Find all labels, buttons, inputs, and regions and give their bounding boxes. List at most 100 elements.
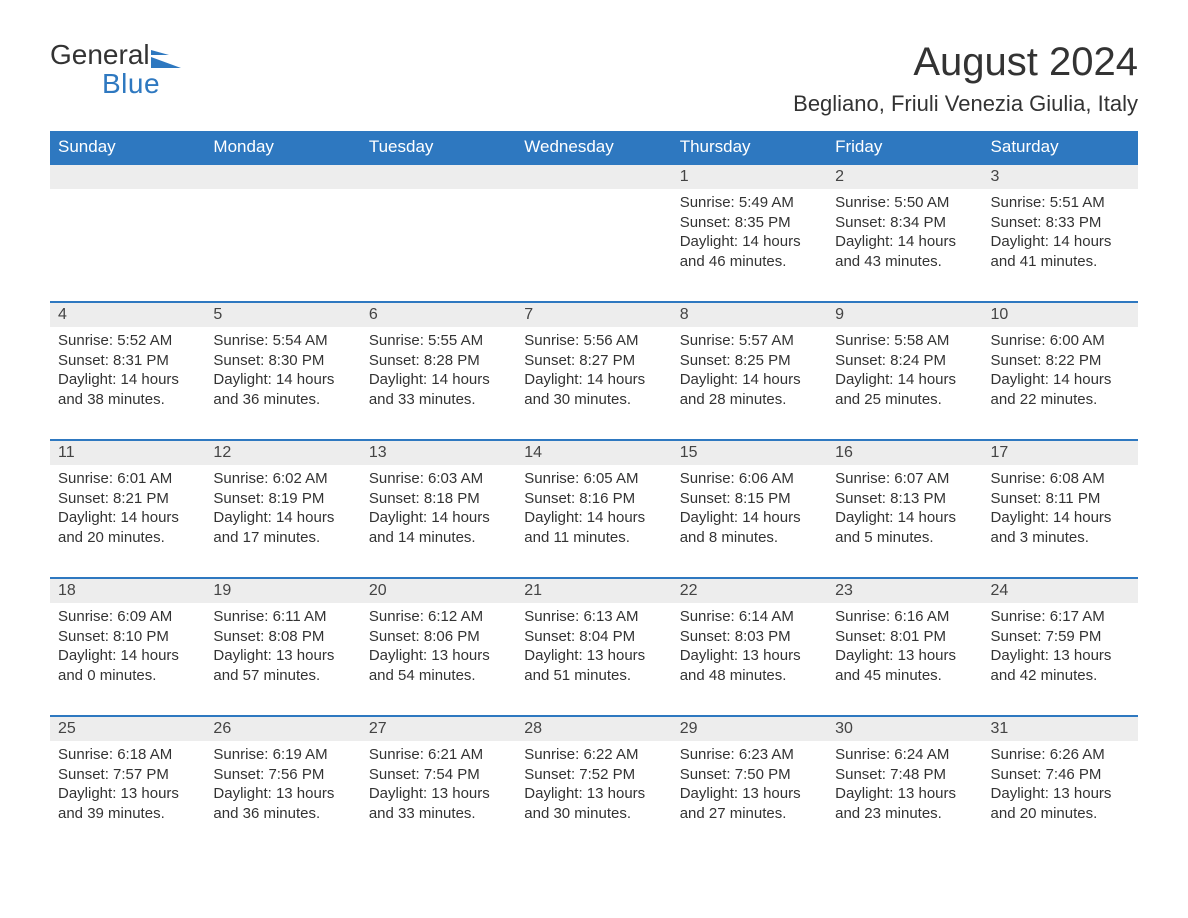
calendar-day-cell: 8Sunrise: 5:57 AMSunset: 8:25 PMDaylight…	[672, 301, 827, 429]
calendar-day-cell: 2Sunrise: 5:50 AMSunset: 8:34 PMDaylight…	[827, 163, 982, 291]
sunset-text: Sunset: 8:25 PM	[680, 351, 819, 371]
sunset-text: Sunset: 8:21 PM	[58, 489, 197, 509]
weekday-header: Saturday	[983, 131, 1138, 163]
calendar-week-row: 18Sunrise: 6:09 AMSunset: 8:10 PMDayligh…	[50, 577, 1138, 705]
day-number: 11	[50, 439, 205, 465]
weekday-header: Sunday	[50, 131, 205, 163]
sunrise-text: Sunrise: 5:50 AM	[835, 193, 974, 213]
sunset-text: Sunset: 7:50 PM	[680, 765, 819, 785]
weekday-header: Wednesday	[516, 131, 671, 163]
day-number: 18	[50, 577, 205, 603]
sunset-text: Sunset: 7:57 PM	[58, 765, 197, 785]
sunrise-text: Sunrise: 6:18 AM	[58, 745, 197, 765]
day-body: Sunrise: 6:09 AMSunset: 8:10 PMDaylight:…	[50, 603, 205, 693]
day-number: 3	[983, 163, 1138, 189]
daylight-text: Daylight: 14 hours and 22 minutes.	[991, 370, 1130, 409]
sunrise-text: Sunrise: 6:21 AM	[369, 745, 508, 765]
calendar-day-cell: 24Sunrise: 6:17 AMSunset: 7:59 PMDayligh…	[983, 577, 1138, 705]
logo-text-blue: Blue	[102, 68, 160, 99]
day-body: Sunrise: 6:23 AMSunset: 7:50 PMDaylight:…	[672, 741, 827, 831]
calendar-day-cell: 27Sunrise: 6:21 AMSunset: 7:54 PMDayligh…	[361, 715, 516, 843]
daylight-text: Daylight: 13 hours and 20 minutes.	[991, 784, 1130, 823]
day-number: 14	[516, 439, 671, 465]
calendar-day-cell: 4Sunrise: 5:52 AMSunset: 8:31 PMDaylight…	[50, 301, 205, 429]
daylight-text: Daylight: 14 hours and 25 minutes.	[835, 370, 974, 409]
day-number: 12	[205, 439, 360, 465]
sunset-text: Sunset: 8:10 PM	[58, 627, 197, 647]
sunset-text: Sunset: 7:46 PM	[991, 765, 1130, 785]
day-body: Sunrise: 5:54 AMSunset: 8:30 PMDaylight:…	[205, 327, 360, 417]
day-number: 30	[827, 715, 982, 741]
day-number: 1	[672, 163, 827, 189]
day-number: 28	[516, 715, 671, 741]
daylight-text: Daylight: 14 hours and 33 minutes.	[369, 370, 508, 409]
page-header: General Blue August 2024 Begliano, Friul…	[50, 40, 1138, 117]
day-body: Sunrise: 6:26 AMSunset: 7:46 PMDaylight:…	[983, 741, 1138, 831]
daylight-text: Daylight: 13 hours and 33 minutes.	[369, 784, 508, 823]
calendar-day-cell: 22Sunrise: 6:14 AMSunset: 8:03 PMDayligh…	[672, 577, 827, 705]
day-number	[205, 163, 360, 189]
calendar-week-row: 1Sunrise: 5:49 AMSunset: 8:35 PMDaylight…	[50, 163, 1138, 291]
week-gap	[50, 567, 1138, 577]
day-body: Sunrise: 6:14 AMSunset: 8:03 PMDaylight:…	[672, 603, 827, 693]
week-gap	[50, 291, 1138, 301]
day-number: 21	[516, 577, 671, 603]
daylight-text: Daylight: 14 hours and 41 minutes.	[991, 232, 1130, 271]
sunset-text: Sunset: 8:04 PM	[524, 627, 663, 647]
daylight-text: Daylight: 14 hours and 11 minutes.	[524, 508, 663, 547]
sunset-text: Sunset: 8:33 PM	[991, 213, 1130, 233]
day-number: 20	[361, 577, 516, 603]
day-body: Sunrise: 6:16 AMSunset: 8:01 PMDaylight:…	[827, 603, 982, 693]
sunrise-text: Sunrise: 6:26 AM	[991, 745, 1130, 765]
calendar-day-cell: 31Sunrise: 6:26 AMSunset: 7:46 PMDayligh…	[983, 715, 1138, 843]
daylight-text: Daylight: 13 hours and 39 minutes.	[58, 784, 197, 823]
sunrise-text: Sunrise: 5:49 AM	[680, 193, 819, 213]
sunrise-text: Sunrise: 5:57 AM	[680, 331, 819, 351]
sunrise-text: Sunrise: 6:12 AM	[369, 607, 508, 627]
calendar-day-cell: 10Sunrise: 6:00 AMSunset: 8:22 PMDayligh…	[983, 301, 1138, 429]
sunrise-text: Sunrise: 6:14 AM	[680, 607, 819, 627]
sunset-text: Sunset: 8:13 PM	[835, 489, 974, 509]
daylight-text: Daylight: 13 hours and 54 minutes.	[369, 646, 508, 685]
day-body: Sunrise: 6:08 AMSunset: 8:11 PMDaylight:…	[983, 465, 1138, 555]
day-body: Sunrise: 6:07 AMSunset: 8:13 PMDaylight:…	[827, 465, 982, 555]
calendar-header-row: SundayMondayTuesdayWednesdayThursdayFrid…	[50, 131, 1138, 163]
day-number: 23	[827, 577, 982, 603]
day-number: 22	[672, 577, 827, 603]
logo-text-general: General	[50, 39, 150, 70]
daylight-text: Daylight: 14 hours and 0 minutes.	[58, 646, 197, 685]
daylight-text: Daylight: 14 hours and 36 minutes.	[213, 370, 352, 409]
weekday-header: Monday	[205, 131, 360, 163]
day-body: Sunrise: 6:17 AMSunset: 7:59 PMDaylight:…	[983, 603, 1138, 693]
logo: General Blue	[50, 40, 181, 103]
sunset-text: Sunset: 8:18 PM	[369, 489, 508, 509]
sunset-text: Sunset: 7:56 PM	[213, 765, 352, 785]
sunset-text: Sunset: 7:48 PM	[835, 765, 974, 785]
day-body: Sunrise: 5:58 AMSunset: 8:24 PMDaylight:…	[827, 327, 982, 417]
daylight-text: Daylight: 13 hours and 51 minutes.	[524, 646, 663, 685]
sunset-text: Sunset: 8:01 PM	[835, 627, 974, 647]
sunrise-text: Sunrise: 6:07 AM	[835, 469, 974, 489]
sunrise-text: Sunrise: 6:24 AM	[835, 745, 974, 765]
sunrise-text: Sunrise: 5:54 AM	[213, 331, 352, 351]
day-number: 17	[983, 439, 1138, 465]
day-number: 31	[983, 715, 1138, 741]
day-number: 19	[205, 577, 360, 603]
day-number: 29	[672, 715, 827, 741]
sunrise-text: Sunrise: 5:51 AM	[991, 193, 1130, 213]
week-gap	[50, 705, 1138, 715]
daylight-text: Daylight: 14 hours and 28 minutes.	[680, 370, 819, 409]
day-body: Sunrise: 6:19 AMSunset: 7:56 PMDaylight:…	[205, 741, 360, 831]
daylight-text: Daylight: 14 hours and 46 minutes.	[680, 232, 819, 271]
sunrise-text: Sunrise: 5:56 AM	[524, 331, 663, 351]
sunrise-text: Sunrise: 6:08 AM	[991, 469, 1130, 489]
day-number: 4	[50, 301, 205, 327]
day-number: 26	[205, 715, 360, 741]
day-number: 27	[361, 715, 516, 741]
day-number: 2	[827, 163, 982, 189]
calendar-day-cell: 19Sunrise: 6:11 AMSunset: 8:08 PMDayligh…	[205, 577, 360, 705]
daylight-text: Daylight: 13 hours and 36 minutes.	[213, 784, 352, 823]
calendar-day-cell: 20Sunrise: 6:12 AMSunset: 8:06 PMDayligh…	[361, 577, 516, 705]
calendar-day-cell: 14Sunrise: 6:05 AMSunset: 8:16 PMDayligh…	[516, 439, 671, 567]
daylight-text: Daylight: 13 hours and 57 minutes.	[213, 646, 352, 685]
